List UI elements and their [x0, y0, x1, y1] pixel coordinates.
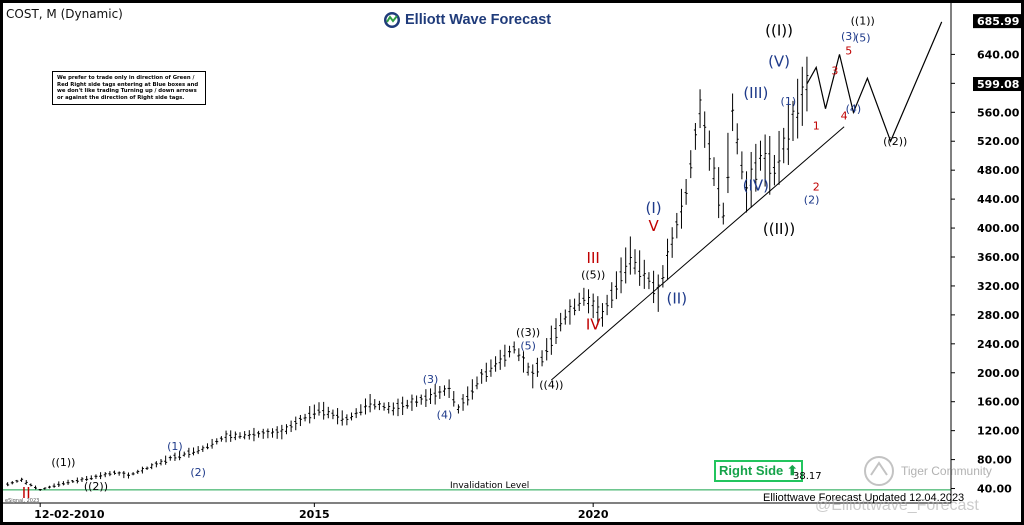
brand-logo-icon: [384, 12, 400, 28]
price-tag: [973, 14, 1021, 29]
wave-label: 4: [841, 110, 848, 123]
footer-text: Elliottwave Forecast Updated 12.04.2023: [763, 492, 965, 504]
wave-label: IV: [586, 315, 601, 333]
price-tick-label: 280.00: [977, 309, 1020, 322]
price-tick-label: 560.00: [977, 106, 1020, 119]
wave-label: (IV): [743, 176, 769, 194]
time-tick-label: 2015: [299, 508, 330, 521]
wave-label: (5): [855, 31, 871, 44]
wave-label: (2): [190, 466, 206, 479]
wave-label: ((2)): [84, 480, 108, 493]
wave-label: ((3)): [516, 326, 540, 339]
price-tag-label: 599.08: [977, 78, 1019, 91]
price-tick-label: 120.00: [977, 425, 1020, 438]
price-tag-label: 685.99: [977, 15, 1019, 28]
tiger-watermark: Tiger Community: [863, 455, 992, 487]
time-tick-label: 12-02-2010: [34, 508, 105, 521]
wave-label: (4): [437, 408, 453, 421]
wave-label: ((1)): [851, 15, 875, 28]
price-tick-label: 400.00: [977, 222, 1020, 235]
right-side-tag: Right Side ⬆: [714, 460, 803, 482]
wave-label: 3: [831, 65, 838, 78]
arrow-up-icon: ⬆: [786, 463, 798, 478]
price-tick-label: 40.00: [977, 483, 1012, 496]
tiger-logo-icon: [864, 456, 894, 486]
esignal-text: eSignal, 2023: [5, 498, 40, 504]
handle-text: @Elliottwave_Forecast: [815, 497, 979, 514]
price-tick-label: 200.00: [977, 367, 1020, 380]
trading-note: We prefer to trade only in direction of …: [52, 71, 206, 106]
wave-label: II: [22, 484, 31, 502]
price-tick-label: 480.00: [977, 164, 1020, 177]
wave-label: 5: [845, 44, 852, 57]
brand-name: Elliott Wave Forecast: [405, 12, 552, 28]
wave-label: III: [587, 249, 600, 267]
wave-label: ((4)): [539, 379, 563, 392]
wave-label: (II): [667, 289, 688, 307]
price-tick-label: 80.00: [977, 454, 1012, 467]
wave-label: (3): [841, 30, 857, 43]
price-tick-label: 160.00: [977, 396, 1020, 409]
time-tick-label: 2020: [578, 508, 609, 521]
symbol-label: COST, M (Dynamic): [6, 7, 123, 21]
wave-label: (2): [804, 193, 820, 206]
invalidation-value: 38.17: [793, 471, 822, 482]
wave-label: 2: [813, 180, 820, 193]
price-tick-label: 640.00: [977, 48, 1020, 61]
wave-label: (3): [423, 373, 439, 386]
price-tick-label: 320.00: [977, 280, 1020, 293]
wave-label: (5): [520, 340, 536, 353]
wave-label: ((2)): [883, 135, 907, 148]
wave-label: 1: [813, 120, 820, 133]
projection-path: [806, 21, 943, 143]
wave-label: ((1)): [51, 456, 75, 469]
wave-label: ((I)): [765, 22, 793, 40]
invalidation-label: Invalidation Level: [450, 481, 530, 491]
price-tag: [973, 77, 1021, 92]
price-tick-label: 520.00: [977, 135, 1020, 148]
price-chart: II((1))((2))(1)(2)(3)(4)((3))(5)((4))III…: [3, 3, 1021, 522]
price-tick-label: 440.00: [977, 193, 1020, 206]
right-side-label: Right Side: [719, 463, 784, 478]
chart-frame: II ((1)) ((2)) (1) (2) (3) (4) ((3)) (5) ((4)) III…: [3, 3, 1021, 522]
wave-label: (III): [743, 84, 768, 102]
brand-logo: Elliott Wave Forecast: [383, 9, 551, 31]
wave-label: V: [648, 217, 659, 235]
price-tick-label: 240.00: [977, 338, 1020, 351]
watermark-text: Tiger Community: [901, 464, 992, 478]
wave-label: (I): [646, 199, 662, 217]
wave-label: (1): [167, 440, 183, 453]
wave-label: ((5)): [581, 269, 605, 282]
wave-label: (1): [781, 95, 797, 108]
price-tick-label: 360.00: [977, 251, 1020, 264]
wave-label: ((II)): [763, 220, 795, 238]
wave-label: (V): [768, 53, 790, 71]
wave-label: (4): [846, 102, 862, 115]
trend-line: [551, 126, 845, 381]
